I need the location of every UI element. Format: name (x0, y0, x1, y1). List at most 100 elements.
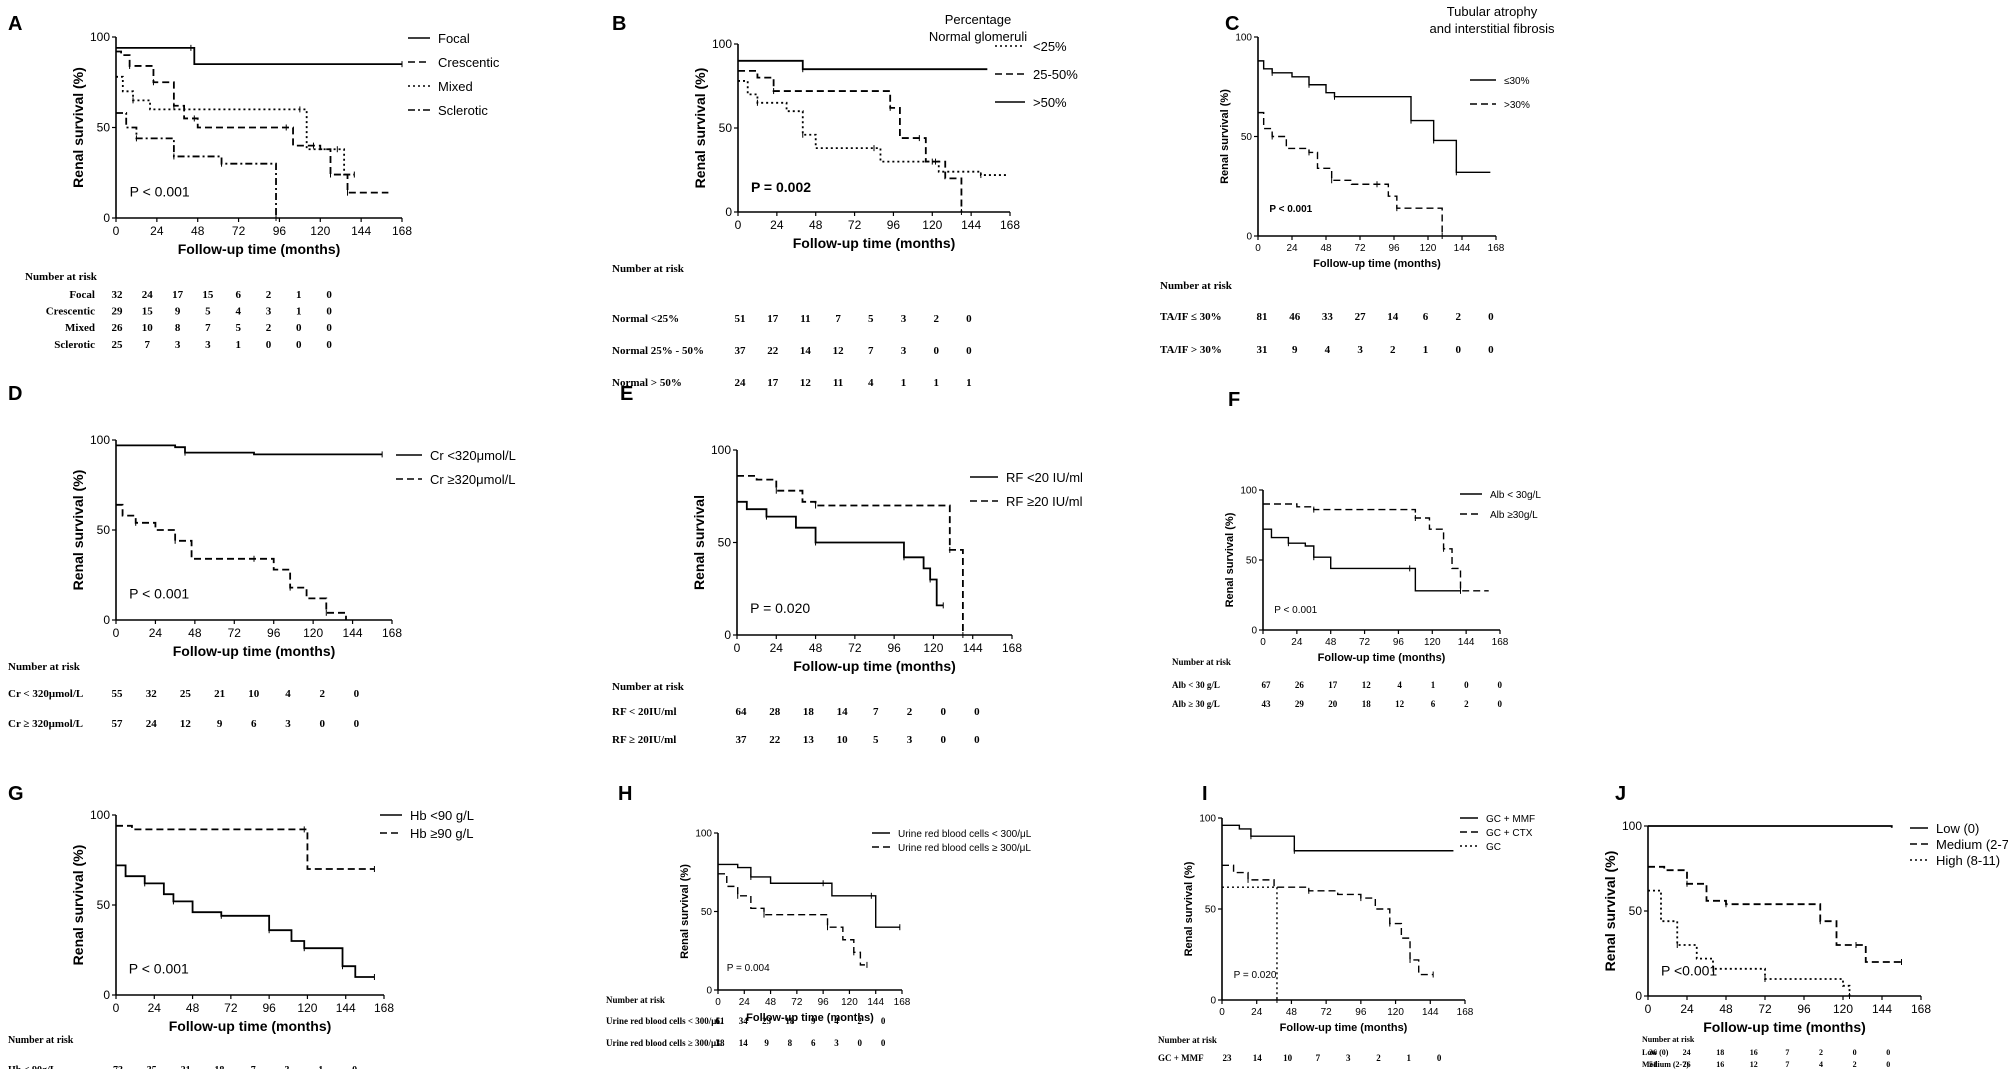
x-axis-title: Follow-up time (months) (1703, 1019, 1866, 1035)
risk-value: 14 (739, 1038, 749, 1048)
x-tick-label: 72 (848, 218, 862, 232)
x-tick-label: 72 (791, 997, 803, 1008)
risk-value: 6 (1423, 311, 1429, 323)
risk-value: 17 (767, 313, 779, 325)
x-axis-title: Follow-up time (months) (173, 643, 336, 659)
km-curve-1 (116, 46, 402, 66)
risk-value: 4 (1397, 680, 1402, 690)
legend-label: Cr <320μmol/L (430, 448, 516, 463)
x-tick-label: 120 (922, 218, 942, 232)
risk-value: 2 (1819, 1048, 1823, 1057)
x-tick-label: 0 (735, 218, 742, 232)
x-tick-label: 96 (1388, 243, 1400, 254)
risk-value: 0 (881, 1016, 886, 1026)
risk-row-label: Crescentic (46, 306, 95, 318)
risk-value: 55 (112, 688, 124, 700)
y-tick-label: 50 (97, 121, 111, 135)
risk-value: 6 (1431, 699, 1436, 709)
x-tick-label: 72 (1354, 243, 1366, 254)
y-axis-title: Renal survival (%) (692, 68, 708, 189)
x-tick-label: 72 (1321, 1007, 1333, 1018)
risk-value: 12 (180, 718, 192, 730)
x-axis-title: Follow-up time (months) (1313, 258, 1441, 270)
km-curve-2 (738, 69, 963, 212)
x-tick-label: 120 (297, 1001, 317, 1015)
x-axis-title: Follow-up time (months) (793, 235, 956, 251)
p-value: P = 0.002 (751, 179, 811, 195)
legend-label: Urine red blood cells < 300/μL (898, 829, 1032, 840)
x-tick-label: 24 (1291, 637, 1303, 648)
risk-value: 9 (217, 718, 223, 730)
km-curve-2 (116, 503, 347, 620)
km-curve-1 (1648, 825, 1893, 828)
x-tick-label: 0 (734, 641, 741, 655)
y-tick-label: 100 (90, 30, 110, 44)
risk-value: 57 (112, 718, 124, 730)
km-curve-1 (116, 444, 383, 456)
risk-value: 0 (1455, 344, 1461, 356)
risk-value: 37 (736, 734, 748, 746)
risk-value: 6 (251, 718, 257, 730)
x-tick-label: 168 (1457, 1007, 1474, 1018)
x-tick-label: 0 (1645, 1002, 1652, 1016)
x-tick-label: 0 (1255, 243, 1261, 254)
y-tick-label: 50 (97, 898, 111, 912)
y-tick-label: 100 (90, 433, 110, 447)
risk-value: 61 (716, 1016, 726, 1026)
panel-g: G 0 24 48 72 96 120 144 168 0 50 100 Follow-up time … (8, 783, 474, 1069)
x-tick-label: 48 (191, 224, 205, 238)
x-tick-label: 48 (1719, 1002, 1733, 1016)
x-tick-label: 120 (1833, 1002, 1853, 1016)
x-tick-label: 168 (374, 1001, 394, 1015)
km-curve-1 (116, 864, 375, 978)
x-tick-label: 96 (262, 1001, 276, 1015)
risk-value: 28 (769, 706, 781, 718)
risk-value: 7 (1785, 1060, 1789, 1069)
x-tick-label: 72 (224, 1001, 238, 1015)
km-curve-2 (737, 475, 964, 635)
legend-label: ≤30% (1504, 76, 1530, 87)
risk-value: 0 (1464, 680, 1469, 690)
risk-row-label: Focal (69, 289, 95, 301)
y-tick-label: 0 (1251, 626, 1257, 637)
x-tick-label: 24 (1680, 1002, 1694, 1016)
legend-label: Medium (2-7) (1936, 837, 2008, 852)
risk-row-label: Sclerotic (54, 339, 95, 351)
risk-value: 13 (803, 734, 815, 746)
risk-value: 17 (767, 377, 779, 389)
legend-label: GC + MMF (1486, 814, 1535, 825)
risk-value: 3 (205, 339, 211, 351)
risk-value: 7 (205, 322, 211, 334)
risk-value: 14 (800, 345, 812, 357)
legend-label: Hb <90 g/L (410, 808, 474, 823)
risk-value: 24 (146, 718, 158, 730)
risk-value: 3 (1346, 1053, 1351, 1063)
y-tick-label: 50 (701, 907, 713, 918)
x-tick-label: 120 (923, 641, 943, 655)
x-tick-label: 48 (1325, 637, 1337, 648)
risk-value: 43 (1262, 699, 1272, 709)
x-tick-label: 72 (848, 641, 862, 655)
km-curve-3 (1648, 889, 1851, 996)
risk-row-label: Low (0) (1642, 1048, 1669, 1057)
risk-row-label: Normal 25% - 50% (612, 345, 704, 357)
risk-row-label: TA/IF ≤ 30% (1160, 311, 1222, 323)
y-tick-label: 100 (695, 829, 712, 840)
km-curve-1 (738, 80, 1007, 176)
x-tick-label: 168 (1000, 218, 1020, 232)
risk-value: 1 (235, 339, 241, 351)
risk-value: 23 (1223, 1053, 1233, 1063)
risk-value: 24 (142, 289, 154, 301)
km-curve-2 (1648, 865, 1902, 963)
p-value: P <0.001 (1661, 963, 1717, 979)
x-tick-label: 72 (1359, 637, 1371, 648)
risk-value: 4 (834, 1016, 839, 1026)
x-tick-label: 144 (343, 626, 363, 640)
risk-row-label: Cr < 320μmol/L (8, 688, 83, 700)
risk-row-label: Mixed (65, 322, 95, 334)
risk-value: 25 (112, 339, 124, 351)
p-value: P = 0.004 (727, 963, 770, 974)
